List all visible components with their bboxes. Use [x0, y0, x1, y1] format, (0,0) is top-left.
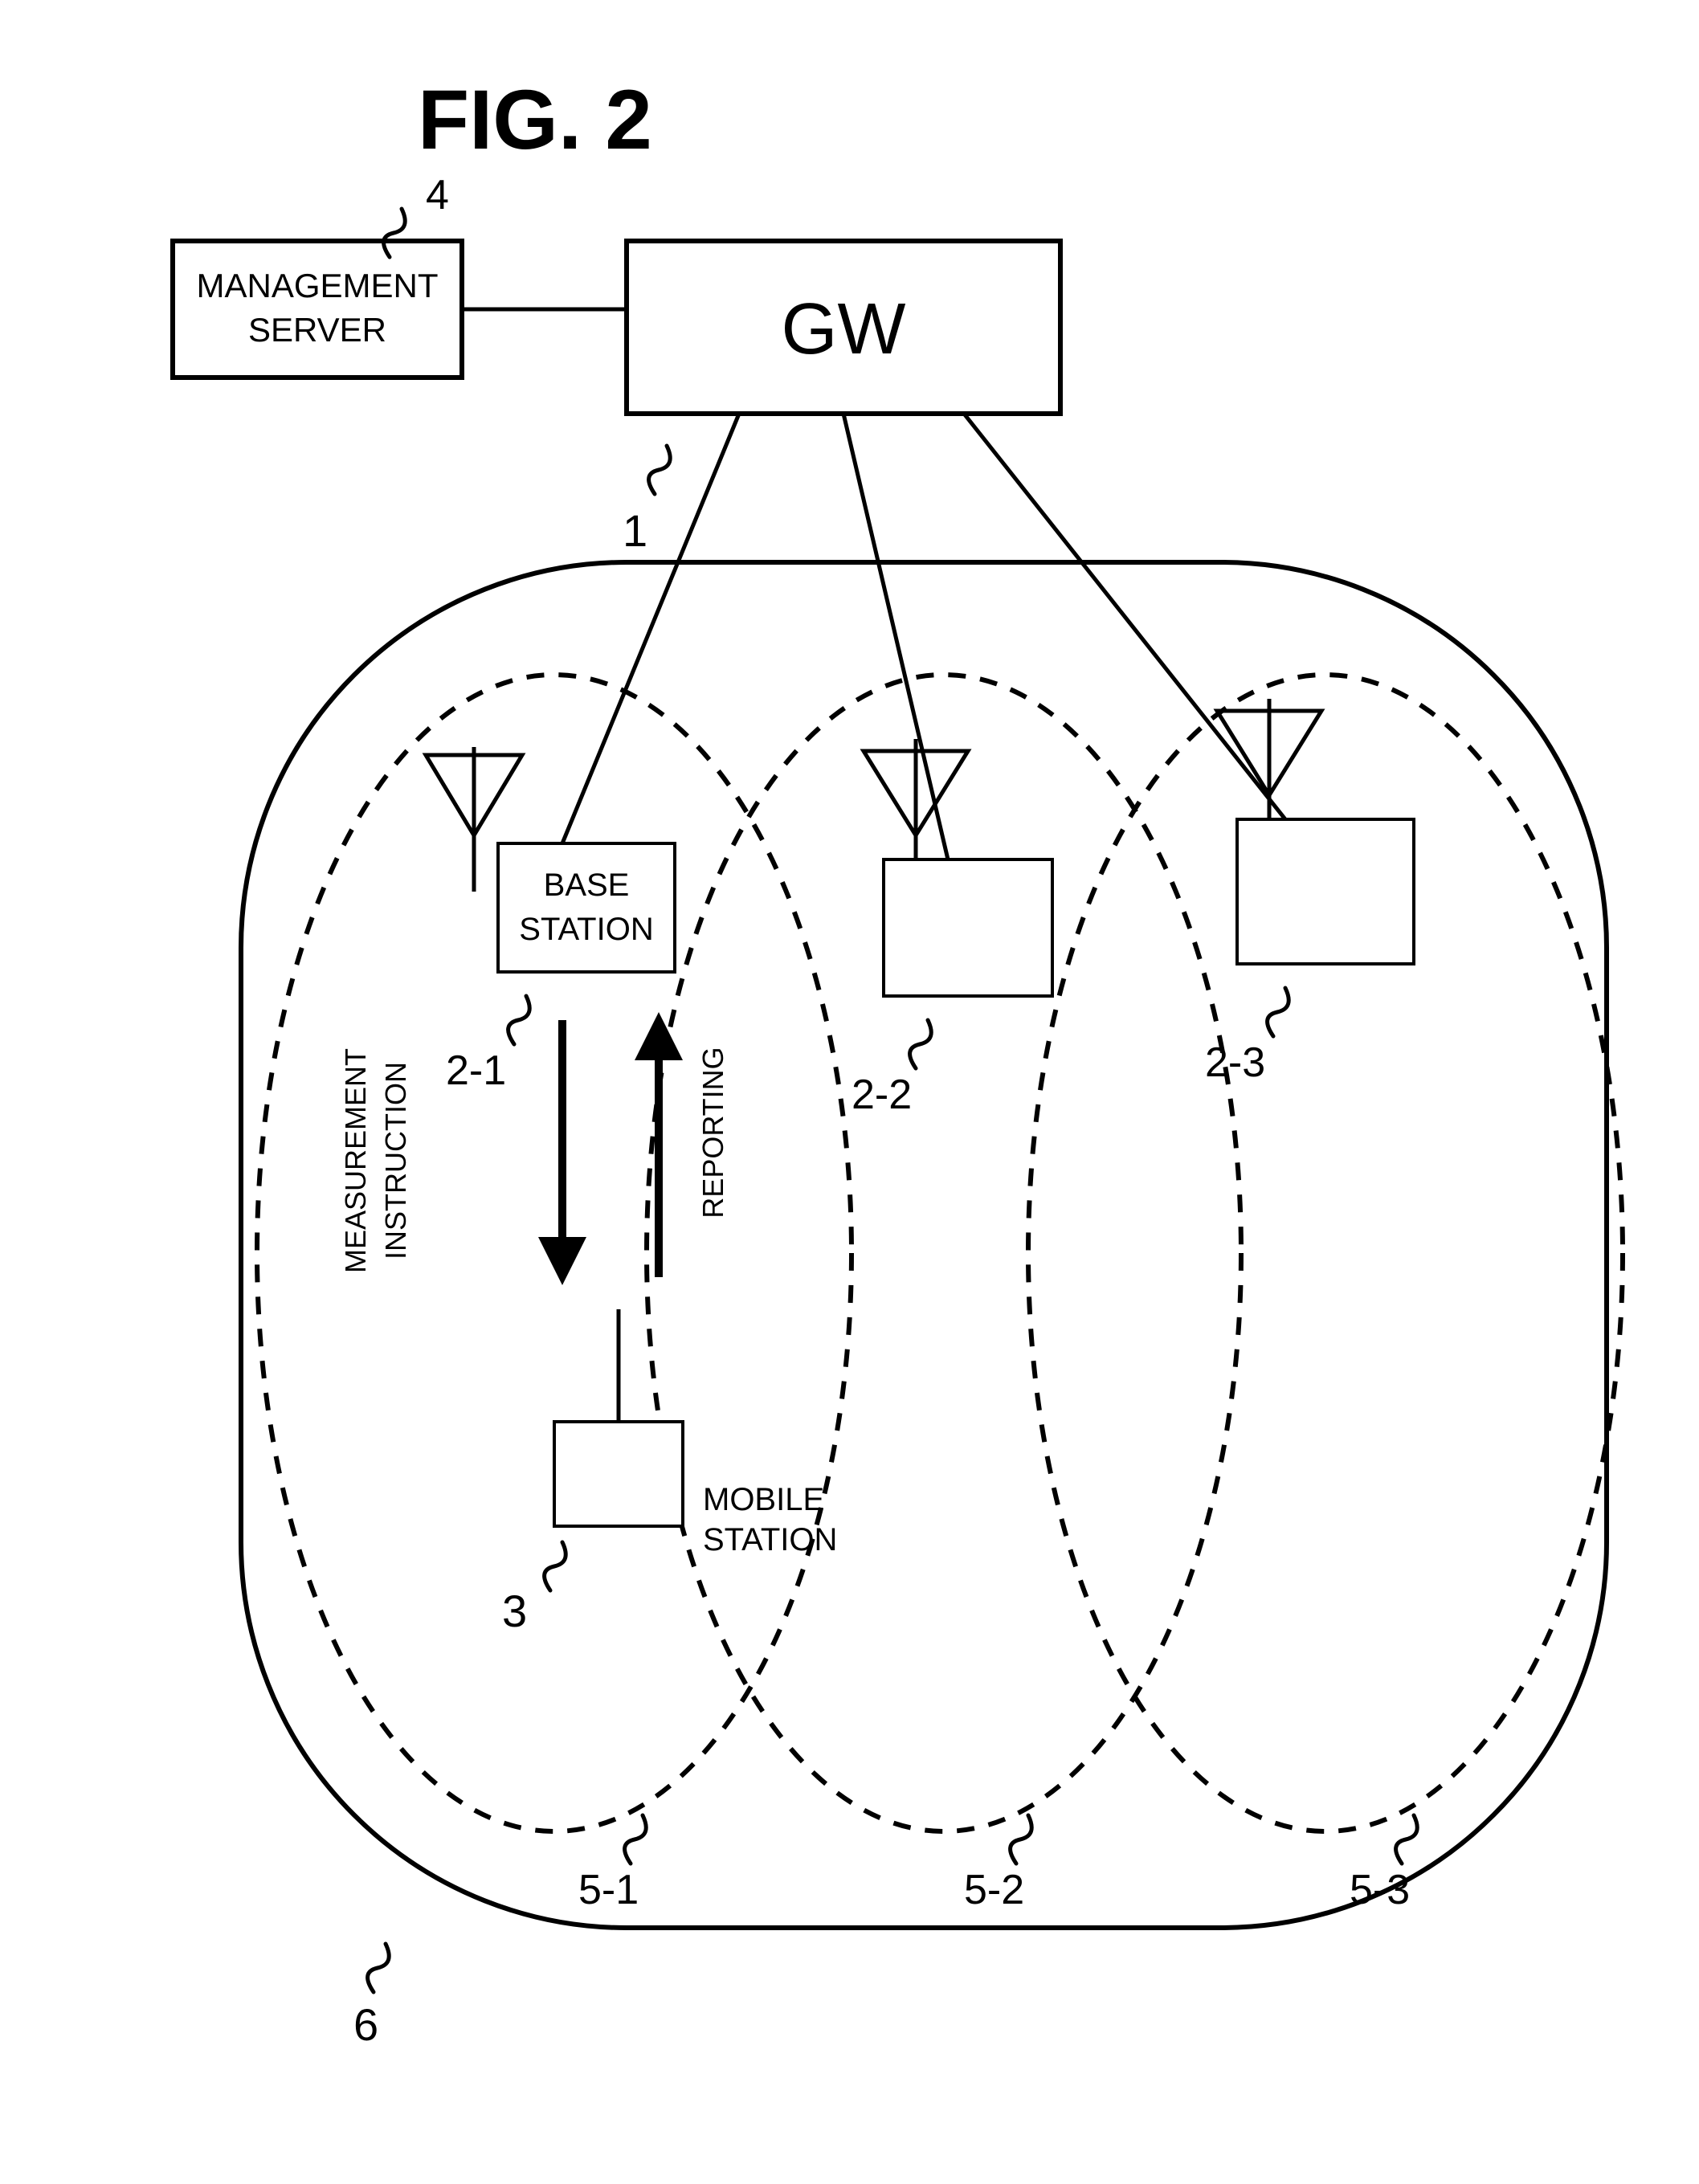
label-uplink: REPORTING: [696, 1047, 729, 1218]
label-downlink-1: MEASUREMENT: [339, 1048, 372, 1273]
mobile-station: [554, 1309, 683, 1526]
ref-curly-6: [368, 1944, 390, 1992]
mobile-label1: MOBILE: [703, 1482, 824, 1517]
link-gw-bs2: [843, 414, 948, 859]
figure-canvas: FIG. 2 MANAGEMENT SERVER 4 GW 1 6 5-1 5-…: [0, 0, 1699, 2184]
ref-5-1: 5-1: [578, 1867, 639, 1913]
ref-2-2: 2-2: [852, 1072, 912, 1118]
ref-3: 3: [502, 1586, 527, 1636]
bs1-label2: STATION: [519, 912, 653, 947]
ref-2-3: 2-3: [1205, 1039, 1265, 1086]
figure-title: FIG. 2: [418, 73, 652, 167]
bs1-label1: BASE: [544, 867, 630, 903]
label-downlink-2: INSTRUCTION: [379, 1062, 412, 1259]
ref-6: 6: [353, 1999, 378, 2050]
ref-2-1: 2-1: [446, 1047, 506, 1094]
ref-5-2: 5-2: [964, 1867, 1024, 1913]
gateway-node: GW: [627, 241, 1060, 414]
ref-curly-2-2: [910, 1020, 932, 1068]
ref-1: 1: [623, 505, 647, 556]
ref-5-3: 5-3: [1350, 1867, 1410, 1913]
ref-curly-1: [649, 446, 671, 494]
mobile-label2: STATION: [703, 1522, 837, 1557]
base-station-2: [864, 739, 1052, 996]
ref-curly-5-2: [1011, 1815, 1032, 1864]
coverage-area: [241, 562, 1607, 1928]
ref-curly-2-3: [1268, 988, 1289, 1036]
ref-curly-5-3: [1396, 1815, 1418, 1864]
base-station-1: BASE STATION: [426, 747, 675, 972]
management-server-label2: SERVER: [248, 311, 386, 349]
link-gw-bs3: [964, 414, 1285, 819]
arrow-up-head: [635, 1012, 683, 1060]
ref-curly-3: [545, 1542, 566, 1590]
ref-4: 4: [426, 172, 449, 218]
management-server-label1: MANAGEMENT: [196, 267, 438, 304]
management-server-node: MANAGEMENT SERVER: [173, 241, 462, 378]
ref-curly-5-1: [625, 1815, 647, 1864]
arrow-down-head: [538, 1237, 586, 1285]
ref-curly-2-1: [508, 996, 530, 1044]
gateway-label: GW: [782, 289, 906, 369]
base-station-3: [1217, 699, 1414, 964]
